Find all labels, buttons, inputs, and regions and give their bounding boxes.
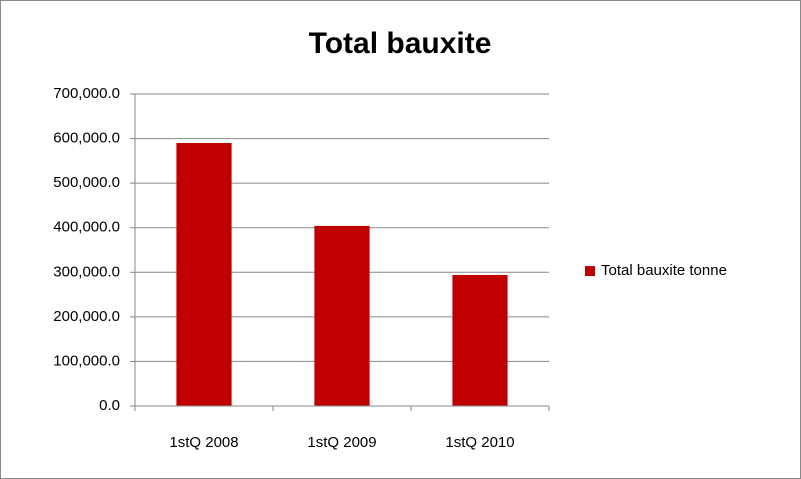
bar bbox=[176, 143, 232, 406]
y-tick-label: 700,000.0 bbox=[53, 85, 120, 102]
legend-swatch bbox=[585, 266, 595, 276]
y-tick-label: 100,000.0 bbox=[53, 352, 120, 369]
y-tick-label: 500,000.0 bbox=[53, 174, 120, 191]
bar bbox=[314, 225, 370, 406]
legend-label: Total bauxite tonne bbox=[601, 262, 727, 279]
y-tick-label: 200,000.0 bbox=[53, 308, 120, 325]
x-tick-label: 1stQ 2010 bbox=[445, 434, 514, 451]
x-tick-label: 1stQ 2009 bbox=[307, 434, 376, 451]
x-tick-label: 1stQ 2008 bbox=[169, 434, 238, 451]
y-tick-label: 300,000.0 bbox=[53, 263, 120, 280]
y-tick-label: 600,000.0 bbox=[53, 130, 120, 147]
y-tick-label: 0.0 bbox=[99, 397, 120, 414]
chart-title: Total bauxite bbox=[309, 27, 492, 60]
y-tick-label: 400,000.0 bbox=[53, 219, 120, 236]
bar bbox=[452, 274, 508, 406]
